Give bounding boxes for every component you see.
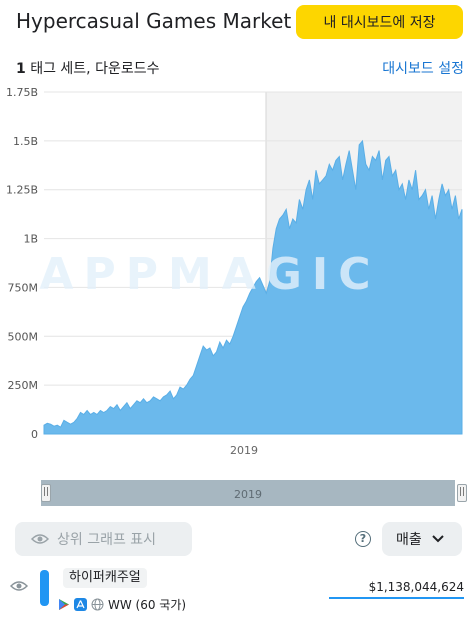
navigator-left-handle[interactable]: || (41, 484, 51, 502)
x-tick-label: 2019 (230, 444, 258, 457)
tag-set-summary: 1 태그 세트, 다운로드수 (16, 58, 159, 78)
y-tick-label: 1.5B (13, 135, 38, 148)
appmagic-watermark: APPMAGIC (39, 249, 380, 300)
globe-icon (91, 598, 104, 611)
metric-select[interactable]: 매출 (382, 522, 462, 556)
y-tick-label: 1B (23, 233, 38, 246)
controls-bar: 상위 그래프 표시 ? 매출 (0, 520, 474, 560)
y-tick-label: 1.75B (6, 86, 38, 99)
add-to-dashboard-button[interactable]: 내 대시보드에 저장 (296, 5, 463, 39)
google-play-icon (59, 599, 69, 610)
tag-count: 1 (16, 61, 26, 77)
y-tick-label: 0 (31, 428, 38, 441)
y-tick-label: 1.25B (6, 184, 38, 197)
metric-select-label: 매출 (396, 532, 422, 548)
platforms: WW (60 국가) (58, 596, 186, 613)
eye-icon (31, 534, 49, 544)
page-title: Hypercasual Games Market ... (16, 9, 317, 33)
dashboard-settings-link[interactable]: 대시보드 설정 (382, 61, 464, 77)
show-top-chart-button[interactable]: 상위 그래프 표시 (15, 522, 192, 556)
navigator-right-handle[interactable]: || (457, 484, 467, 502)
show-top-chart-label: 상위 그래프 표시 (57, 532, 157, 548)
chevron-down-icon (432, 535, 444, 543)
publisher-tag: 하이퍼캐주얼 (63, 568, 147, 588)
y-tick-label: 500M (8, 330, 39, 343)
tag-set-text: 태그 세트, 다운로드수 (25, 61, 160, 77)
series-share-bar (329, 597, 464, 599)
eye-icon[interactable] (10, 580, 28, 592)
navigator-track[interactable] (41, 480, 455, 506)
range-navigator[interactable]: 2019 || || (33, 480, 467, 506)
y-tick-labels: 1.75B 1.5B 1.25B 1B 750M 500M 250M 0 (6, 86, 38, 441)
chart-svg: 1.75B 1.5B 1.25B 1B 750M 500M 250M 0 APPMAGIC 2… (6, 86, 463, 457)
downloads-chart: 1.75B 1.5B 1.25B 1B 750M 500M 250M 0 APPMAGIC 2… (0, 84, 474, 464)
app-store-icon (74, 598, 87, 611)
navigator-year-label: 2019 (234, 488, 262, 501)
header: Hypercasual Games Market ... 내 대시보드에 저장 (0, 0, 474, 48)
series-color-bar (40, 570, 49, 606)
series-row: 하이퍼캐주얼 WW (60 국가) $1,138,044,624 (0, 566, 474, 616)
y-tick-label: 750M (8, 281, 39, 294)
subbar: 1 태그 세트, 다운로드수 대시보드 설정 (16, 58, 464, 78)
y-tick-label: 250M (8, 379, 39, 392)
downloads-area-series (43, 139, 463, 435)
series-value: $1,138,044,624 (368, 580, 464, 594)
region-label: WW (60 국가) (108, 598, 187, 612)
help-icon[interactable]: ? (355, 531, 371, 547)
